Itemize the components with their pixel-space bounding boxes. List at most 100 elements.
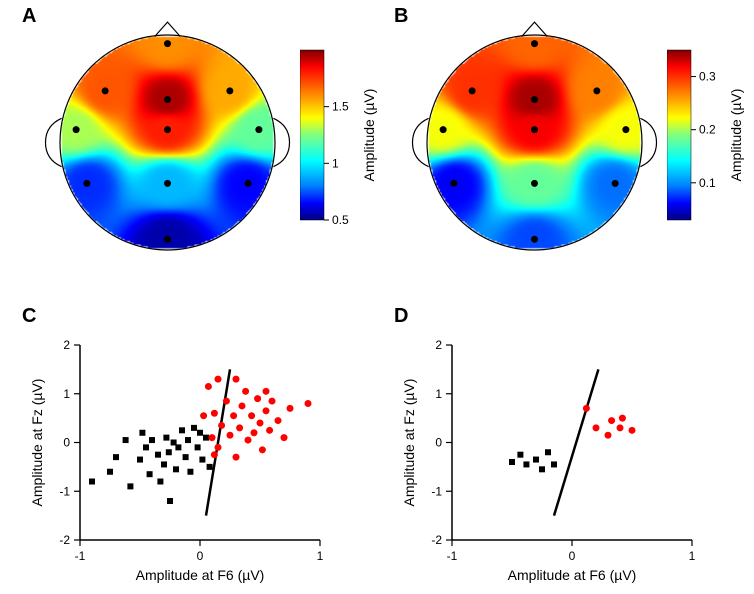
point-red (254, 395, 261, 402)
point-red (227, 432, 234, 439)
point-black (123, 437, 129, 443)
colorbar-B: 0.10.20.3Amplitude (µV) (667, 40, 754, 230)
point-black (166, 449, 172, 455)
point-red (605, 432, 612, 439)
point-black (89, 479, 95, 485)
point-red (209, 434, 216, 441)
point-black (195, 444, 201, 450)
electrode (164, 40, 171, 47)
point-black (545, 449, 551, 455)
point-black (173, 466, 179, 472)
electrode (164, 236, 171, 243)
electrode (531, 180, 538, 187)
electrode (531, 236, 538, 243)
electrode (593, 87, 600, 94)
electrode (531, 126, 538, 133)
electrode (531, 96, 538, 103)
colorbar-tick: 1 (332, 156, 339, 170)
ytick: -1 (59, 484, 70, 498)
point-red (269, 398, 276, 405)
ytick: 0 (63, 436, 70, 450)
point-red (248, 412, 255, 419)
colorbar-tick: 0.3 (699, 70, 716, 84)
ytick: -2 (59, 533, 70, 547)
point-black (107, 469, 113, 475)
point-black (127, 483, 133, 489)
point-black (523, 461, 529, 467)
point-red (211, 451, 218, 458)
point-red (593, 424, 600, 431)
point-red (230, 412, 237, 419)
point-red (215, 444, 222, 451)
point-red (583, 405, 590, 412)
point-black (517, 452, 523, 458)
electrode (226, 87, 233, 94)
ytick: -1 (431, 484, 442, 498)
point-red (263, 388, 270, 395)
topomap-B (402, 10, 667, 275)
point-red (215, 376, 222, 383)
topomap-A (35, 10, 300, 275)
colorbar-tick: 1.5 (332, 100, 349, 114)
ytick: 0 (435, 436, 442, 450)
point-red (263, 407, 270, 414)
electrode (102, 87, 109, 94)
point-black (207, 464, 213, 470)
xlabel: Amplitude at F6 (µV) (136, 567, 265, 583)
point-black (163, 435, 169, 441)
scatter-D: -1 0 1 -2 -1 0 1 2 Amplitude at F6 (µV) Amplitude… (402, 340, 712, 590)
point-black (187, 469, 193, 475)
point-black (143, 444, 149, 450)
electrode (164, 96, 171, 103)
xlabel: Amplitude at F6 (µV) (508, 567, 637, 583)
xtick: 0 (197, 549, 204, 563)
electrode (612, 180, 619, 187)
ylabel: Amplitude at Fz (µV) (30, 379, 45, 507)
point-red (233, 376, 240, 383)
colorbar-tick: 0.5 (332, 213, 349, 227)
ytick: 1 (435, 387, 442, 401)
separator-line (206, 369, 230, 515)
point-black (199, 457, 205, 463)
ytick: -2 (431, 533, 442, 547)
point-red (305, 400, 312, 407)
colorbar-tick: 0.1 (699, 176, 716, 190)
xtick: -1 (75, 549, 86, 563)
point-red (211, 410, 218, 417)
point-black (509, 459, 515, 465)
point-black (147, 471, 153, 477)
panel-label-D: D (394, 305, 408, 328)
point-red (629, 427, 636, 434)
point-black (155, 452, 161, 458)
xtick: 1 (317, 549, 324, 563)
point-red (608, 417, 615, 424)
point-black (533, 457, 539, 463)
electrode (164, 126, 171, 133)
electrode (622, 126, 629, 133)
point-red (259, 446, 266, 453)
point-red (200, 412, 207, 419)
point-red (205, 383, 212, 390)
ytick: 2 (435, 340, 442, 352)
point-red (233, 454, 240, 461)
electrode (245, 180, 252, 187)
point-black (161, 461, 167, 467)
electrode (164, 180, 171, 187)
xtick: 1 (689, 549, 696, 563)
point-red (239, 402, 246, 409)
electrode (255, 126, 262, 133)
xtick: -1 (447, 549, 458, 563)
point-red (242, 388, 249, 395)
point-red (245, 437, 252, 444)
ylabel: Amplitude at Fz (µV) (402, 379, 417, 507)
point-red (223, 398, 230, 405)
electrode (440, 126, 447, 133)
xtick: 0 (569, 549, 576, 563)
colorbar-label: Amplitude (µV) (361, 89, 377, 182)
electrode (450, 180, 457, 187)
electrode (83, 180, 90, 187)
scatter-C: -101-2-1012Amplitude at F6 (µV)Amplitude… (30, 340, 340, 590)
point-black (197, 430, 203, 436)
colorbar-label: Amplitude (µV) (728, 89, 744, 182)
point-black (137, 457, 143, 463)
